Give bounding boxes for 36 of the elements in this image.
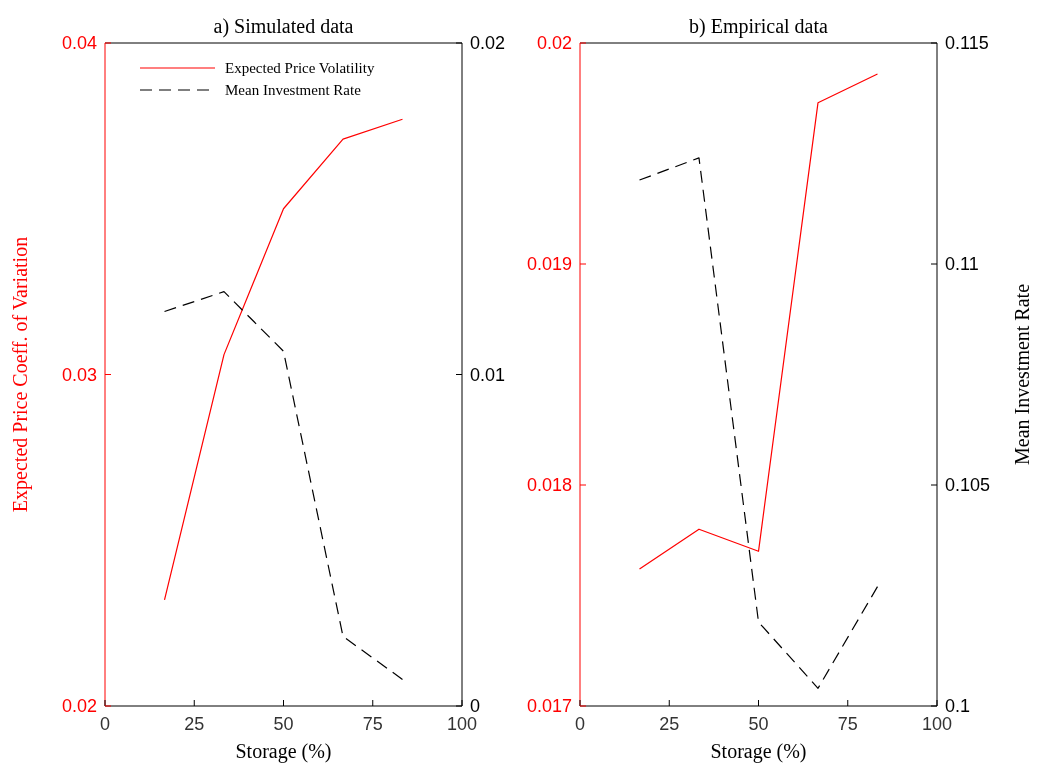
x-axis-title: Storage (%) (710, 740, 807, 763)
y2-tick-label: 0.11 (945, 254, 979, 274)
x-tick-label: 25 (184, 714, 205, 734)
x-tick-label: 50 (273, 714, 294, 734)
y2-tick-label: 0.1 (945, 696, 971, 716)
x-tick-label: 50 (748, 714, 769, 734)
y-tick-label: 0.019 (526, 254, 572, 274)
x-tick-label: 25 (659, 714, 680, 734)
y-tick-label: 0.02 (536, 33, 572, 53)
legend-label: Mean Investment Rate (225, 82, 362, 98)
y-tick-label: 0.03 (61, 364, 97, 385)
y2-tick-label: 0.115 (945, 33, 989, 53)
legend-label: Expected Price Volatility (225, 60, 375, 76)
y-axis-title: Expected Price Coeff. of Variation (9, 236, 32, 513)
y-tick-label: 0.02 (61, 696, 97, 716)
line-series (163, 291, 404, 681)
x-tick-label: 100 (921, 714, 953, 734)
x-tick-label: 75 (362, 714, 383, 734)
line-series (638, 73, 879, 570)
line-series (638, 157, 879, 689)
x-tick-label: 0 (99, 714, 111, 734)
y2-axis-title: Mean Investment Rate (1011, 283, 1033, 466)
x-axis-title: Storage (%) (235, 740, 332, 763)
y-tick-label: 0.017 (526, 696, 572, 716)
chart-title: b) Empirical data (689, 15, 829, 38)
y-tick-label: 0.018 (526, 475, 572, 495)
y-tick-label: 0.04 (61, 33, 97, 53)
y2-tick-label: 0.105 (945, 475, 991, 495)
x-tick-label: 75 (837, 714, 858, 734)
y2-tick-label: 0 (470, 696, 481, 716)
x-tick-label: 100 (446, 714, 478, 734)
y2-tick-label: 0.02 (470, 33, 506, 53)
chart-title: a) Simulated data (213, 15, 354, 38)
y2-tick-label: 0.01 (470, 364, 506, 385)
line-series (163, 118, 404, 601)
x-tick-label: 0 (574, 714, 586, 734)
